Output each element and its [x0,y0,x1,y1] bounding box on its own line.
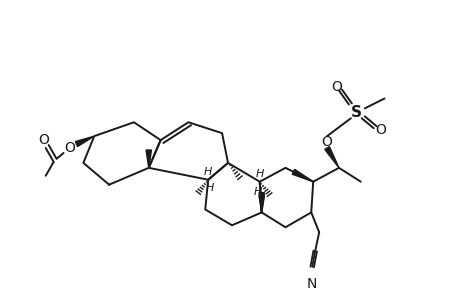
Text: N: N [306,277,317,291]
Text: O: O [38,133,49,147]
Polygon shape [291,169,313,182]
Text: H: H [206,183,214,193]
Text: S: S [351,105,362,120]
Text: H: H [255,169,263,179]
Polygon shape [258,196,264,212]
Polygon shape [146,150,151,168]
Polygon shape [75,136,94,146]
Text: O: O [375,123,385,137]
Text: O: O [321,135,332,149]
Text: H: H [253,187,261,196]
Text: O: O [331,80,341,94]
Polygon shape [258,193,264,212]
Text: H: H [204,167,212,177]
Text: O: O [64,141,75,155]
Polygon shape [324,147,338,168]
